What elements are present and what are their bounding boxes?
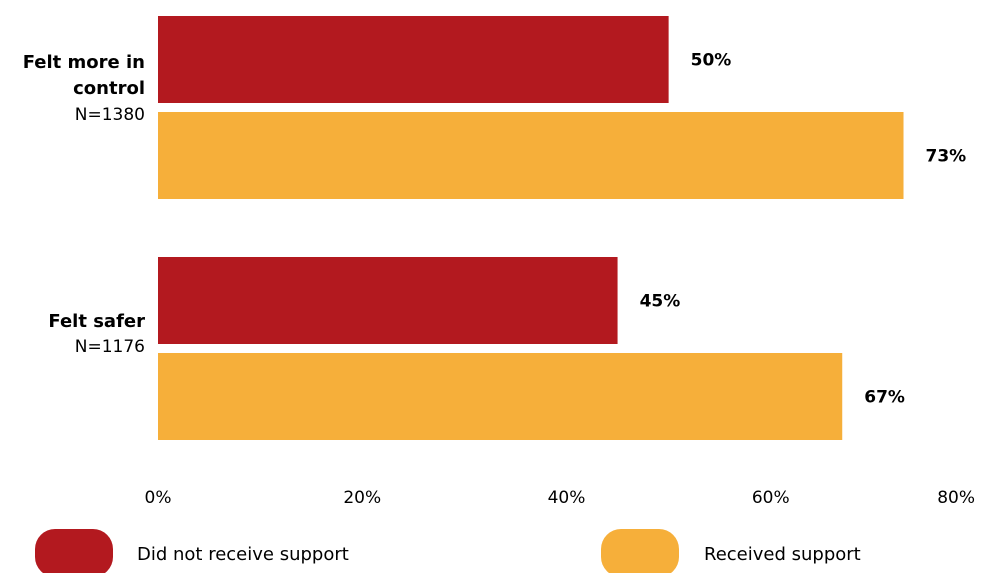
bars-layer: 50% 73% 45% 67% (158, 16, 966, 440)
value-label-1-0: 45% (640, 292, 681, 312)
value-label-0-1: 73% (926, 147, 967, 167)
legend-swatch-received (601, 529, 679, 573)
bar-0-0 (158, 16, 669, 103)
value-label-0-0: 50% (691, 51, 732, 71)
category-1-name: Felt safer (48, 311, 145, 332)
category-labels: Felt more in control N=1380 Felt safer N… (23, 52, 145, 357)
category-0-n: N=1380 (75, 105, 145, 125)
legend: Did not receive support Received support (35, 529, 861, 573)
legend-label-received: Received support (704, 544, 861, 565)
category-0-name-line-2: control (73, 78, 145, 99)
x-tick-label-4: 80% (937, 488, 975, 508)
x-tick-label-0: 0% (145, 488, 172, 508)
x-tick-label-2: 40% (548, 488, 586, 508)
category-0-name-line-1: Felt more in (23, 52, 145, 73)
x-tick-label-3: 60% (752, 488, 790, 508)
bar-1-1 (158, 353, 843, 440)
x-tick-label-1: 20% (343, 488, 381, 508)
legend-label-did-not-receive: Did not receive support (137, 544, 349, 565)
bar-1-0 (158, 257, 618, 344)
bar-0-1 (158, 112, 904, 199)
value-label-1-1: 67% (864, 388, 905, 408)
legend-swatch-did-not-receive (35, 529, 113, 573)
x-axis-ticks: 0% 20% 40% 60% 80% (145, 488, 975, 508)
category-1-n: N=1176 (75, 337, 145, 357)
